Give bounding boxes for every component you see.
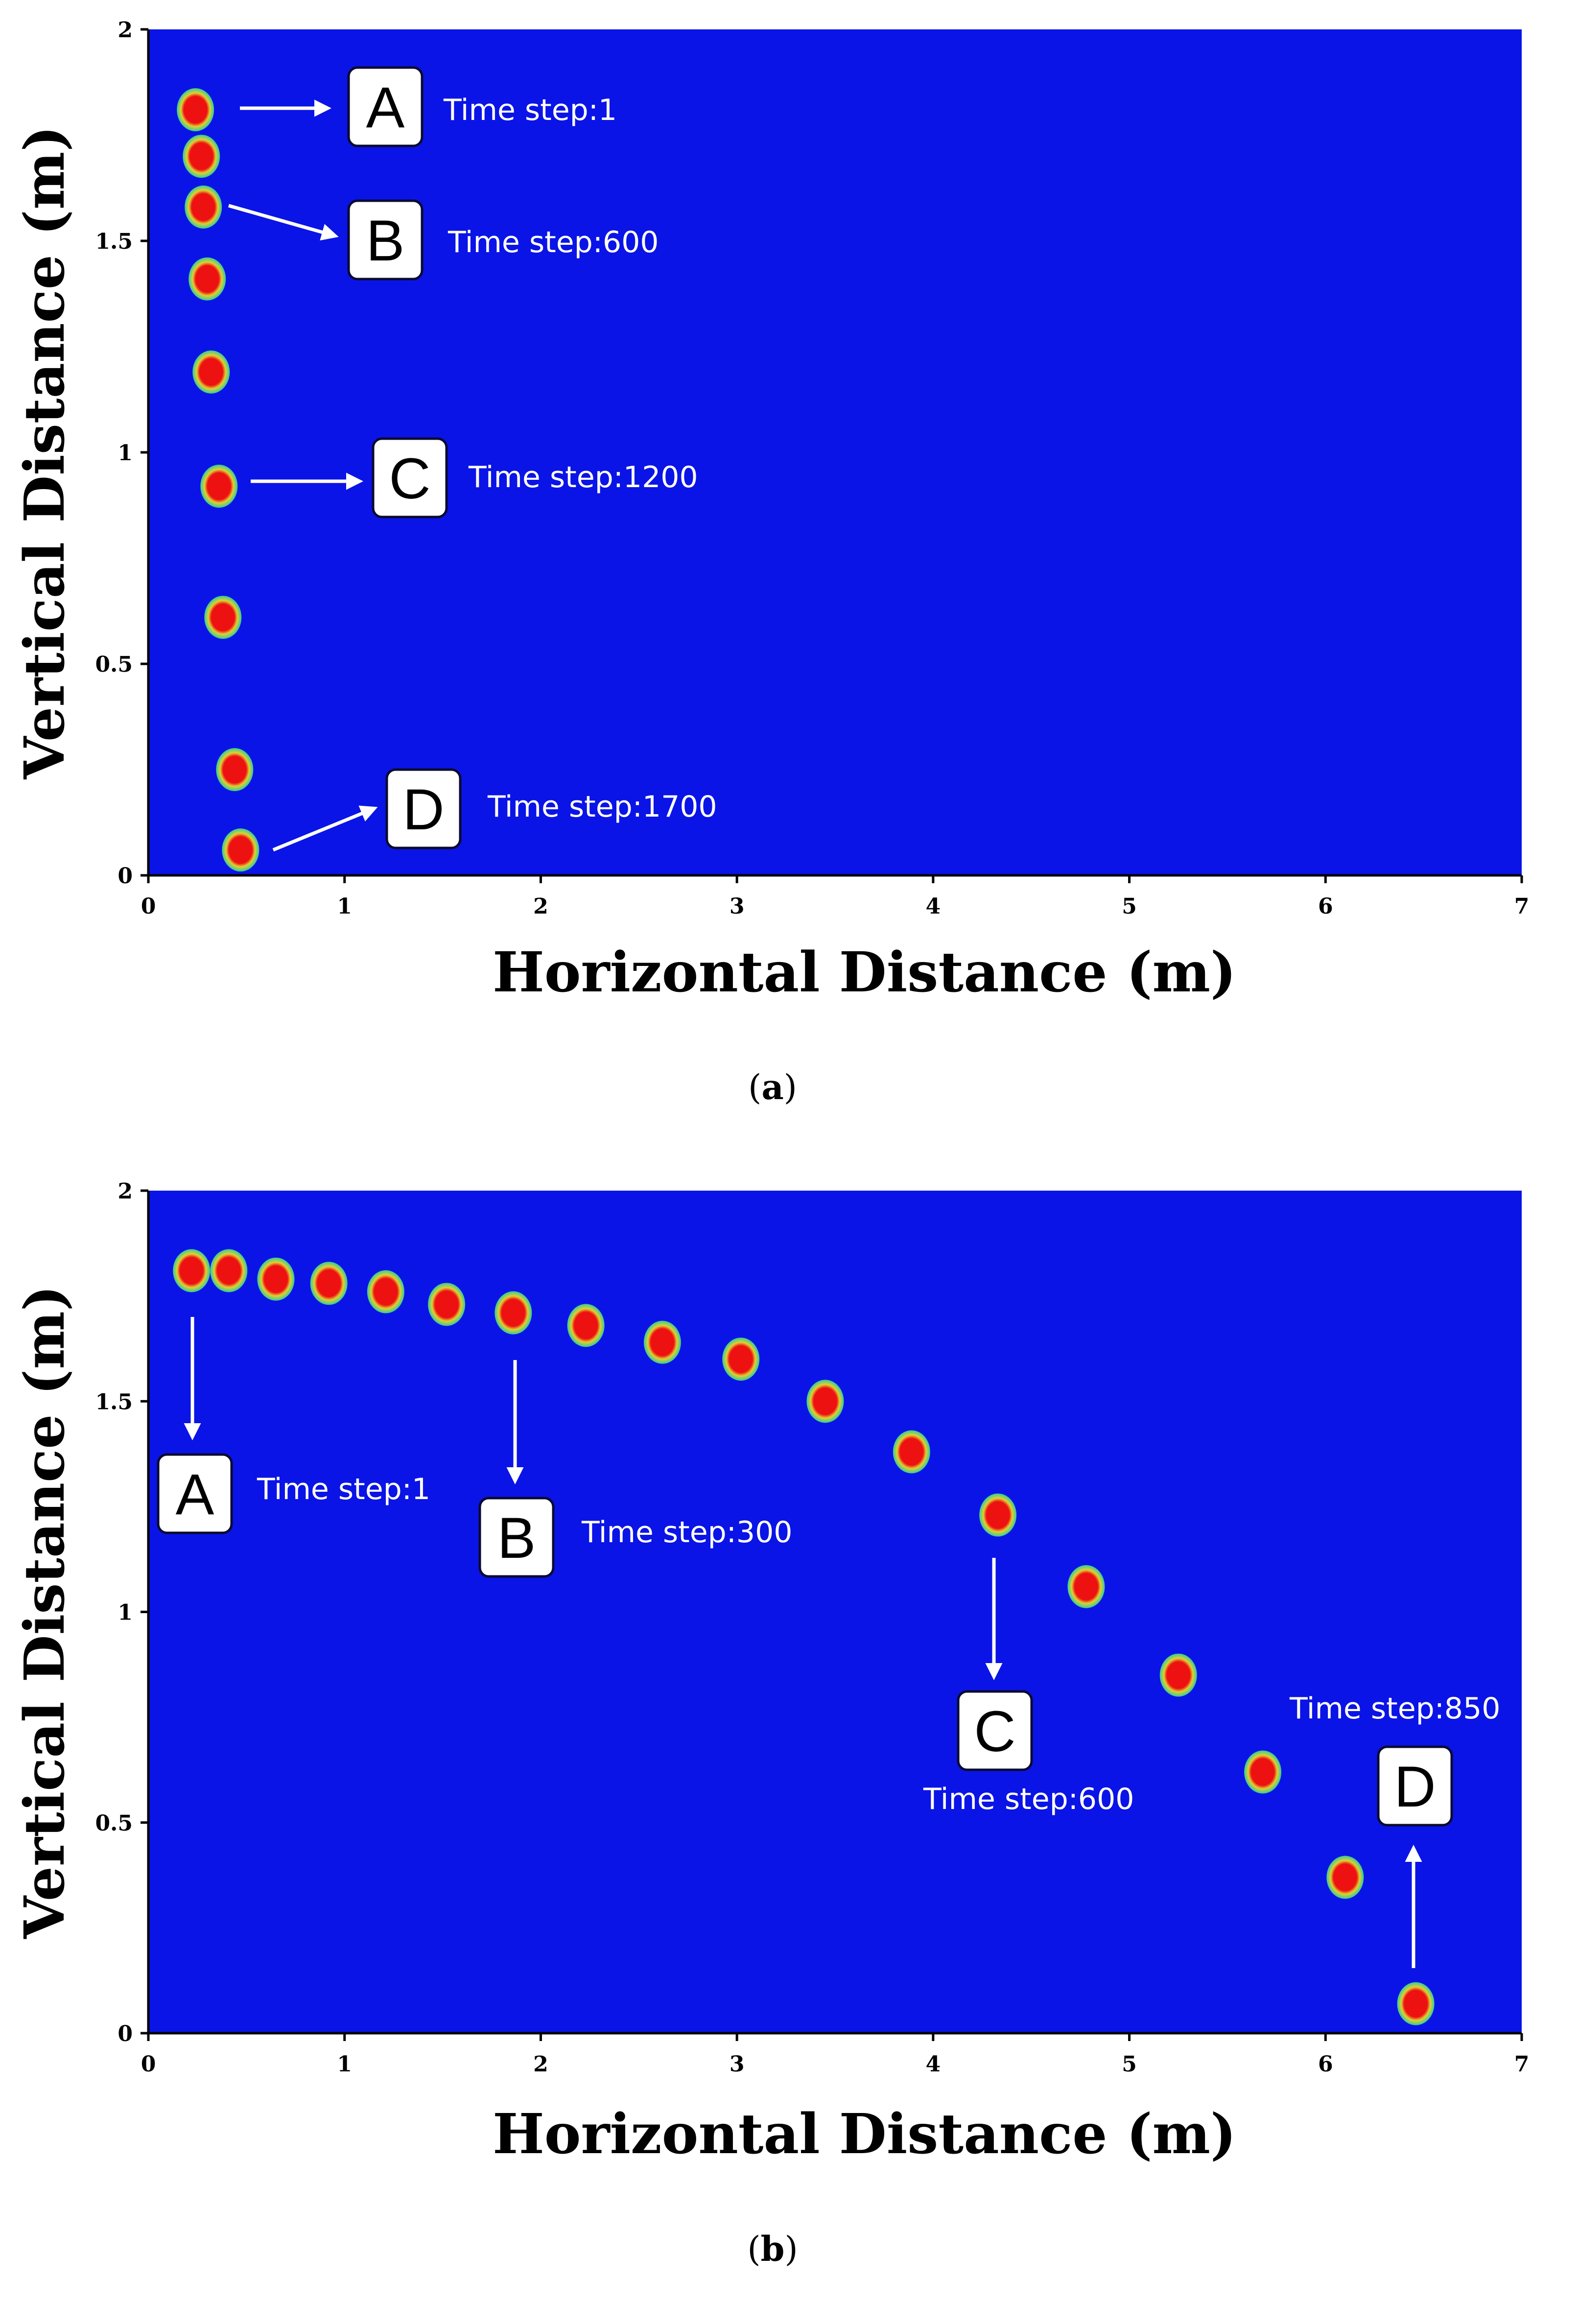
particle-point [310, 1262, 348, 1305]
x-tick-label: 2 [533, 894, 548, 919]
y-tick-label: 0.5 [95, 652, 133, 677]
particle-point [979, 1493, 1017, 1537]
x-tick-label: 3 [730, 2052, 745, 2077]
y-tick-label: 0 [118, 864, 133, 889]
particle-point [1397, 1982, 1435, 2025]
y-axis-title: Vertical Distance (m) [13, 126, 77, 780]
particle-point [806, 1380, 844, 1423]
particle-point [210, 1249, 248, 1292]
annotation-label: Time step:1 [257, 1472, 430, 1506]
x-tick-label: 0 [141, 2052, 156, 2077]
annotation-label: Time step:1200 [468, 460, 698, 494]
y-tick-label: 1 [118, 441, 133, 466]
particle-point [177, 88, 214, 132]
particle-point [643, 1320, 681, 1364]
annotation-letter: C [389, 446, 430, 511]
particle-point [192, 350, 230, 394]
x-tick-label: 2 [533, 2052, 548, 2077]
annotation-label: Time step:850 [1289, 1691, 1500, 1726]
particle-point [1326, 1855, 1364, 1899]
annotation-arrow [228, 204, 339, 241]
annotation-letter-box [347, 66, 424, 147]
x-tick-label: 4 [926, 2052, 941, 2077]
x-tick-label: 0 [141, 894, 156, 919]
particle-point [495, 1291, 532, 1335]
particle-point [200, 465, 238, 508]
particle-point [185, 185, 222, 229]
y-tick-label: 0.5 [95, 1811, 133, 1836]
plot-area [148, 1191, 1522, 2033]
annotation-letter-box [385, 768, 462, 849]
x-tick-label: 1 [337, 894, 352, 919]
annotation-label: Time step:600 [923, 1782, 1134, 1816]
annotation-label: Time step:1 [443, 93, 617, 127]
particle-point [567, 1304, 605, 1347]
x-tick-label: 6 [1318, 2052, 1333, 2077]
particle-point [367, 1270, 404, 1314]
annotation-letter: C [974, 1699, 1015, 1764]
x-tick-label: 7 [1514, 2052, 1530, 2077]
particle-point [1244, 1750, 1282, 1794]
annotation-arrow [272, 805, 378, 852]
annotation-letter-box [347, 199, 424, 281]
panel-caption: (a) [748, 1067, 797, 1107]
y-tick-label: 1.5 [95, 229, 133, 254]
x-axis-title: Horizontal Distance (m) [493, 940, 1236, 1005]
x-tick-label: 6 [1318, 894, 1333, 919]
x-axis-title: Horizontal Distance (m) [493, 2102, 1236, 2166]
y-tick-label: 0 [118, 2021, 133, 2046]
y-tick-label: 1.5 [95, 1389, 133, 1414]
particle-point [257, 1257, 295, 1301]
annotation-letter-box [157, 1453, 233, 1534]
x-tick-label: 5 [1122, 2052, 1137, 2077]
particle-point [1159, 1653, 1197, 1697]
y-tick-label: 2 [118, 1179, 133, 1204]
particle-point [216, 748, 254, 791]
x-tick-label: 1 [337, 2052, 352, 2077]
annotation-letter: B [497, 1506, 536, 1571]
particle-point [204, 595, 242, 639]
x-tick-label: 7 [1514, 894, 1530, 919]
annotation-label: Time step:1700 [487, 790, 717, 824]
annotation-label: Time step:300 [581, 1515, 792, 1549]
annotation-letter-box [478, 1497, 555, 1578]
particle-point [183, 135, 220, 178]
annotation-letter: D [402, 777, 444, 842]
chart-panel-a: 0 1 2 3 4 5 6 7 0 0.5 1 1.5 2 Horizontal Distance (m)… [13, 18, 1529, 1107]
plot-area [148, 29, 1522, 875]
particle-point [893, 1430, 930, 1474]
annotation-letter-box [1377, 1745, 1453, 1827]
x-tick-label: 4 [926, 894, 941, 919]
x-tick-label: 5 [1122, 894, 1137, 919]
y-tick-label: 2 [118, 18, 133, 43]
particle-point [189, 257, 226, 301]
particle-point [722, 1338, 760, 1381]
particle-point [222, 828, 259, 872]
panel-letter: b [761, 2229, 785, 2269]
annotation-letter-box [372, 437, 448, 518]
x-tick-label: 3 [730, 894, 745, 919]
annotation-letter: B [366, 209, 405, 273]
chart-panel-b: 0 1 2 3 4 5 6 7 0 0.5 1 1.5 2 Horizontal Distance (m)… [13, 1179, 1529, 2269]
y-tick-label: 1 [118, 1600, 133, 1625]
particle-point [428, 1283, 466, 1326]
particle-point [1067, 1565, 1105, 1608]
annotation-letter-box [957, 1690, 1033, 1771]
y-axis-title: Vertical Distance (m) [13, 1285, 77, 1939]
annotation-label: Time step:600 [448, 225, 659, 259]
annotation-letter: A [176, 1462, 214, 1527]
panel-caption: (b) [747, 2229, 798, 2269]
particle-point [173, 1249, 211, 1292]
panel-letter: a [761, 1067, 783, 1107]
annotation-letter: D [1394, 1755, 1436, 1819]
annotation-letter: A [366, 75, 405, 140]
